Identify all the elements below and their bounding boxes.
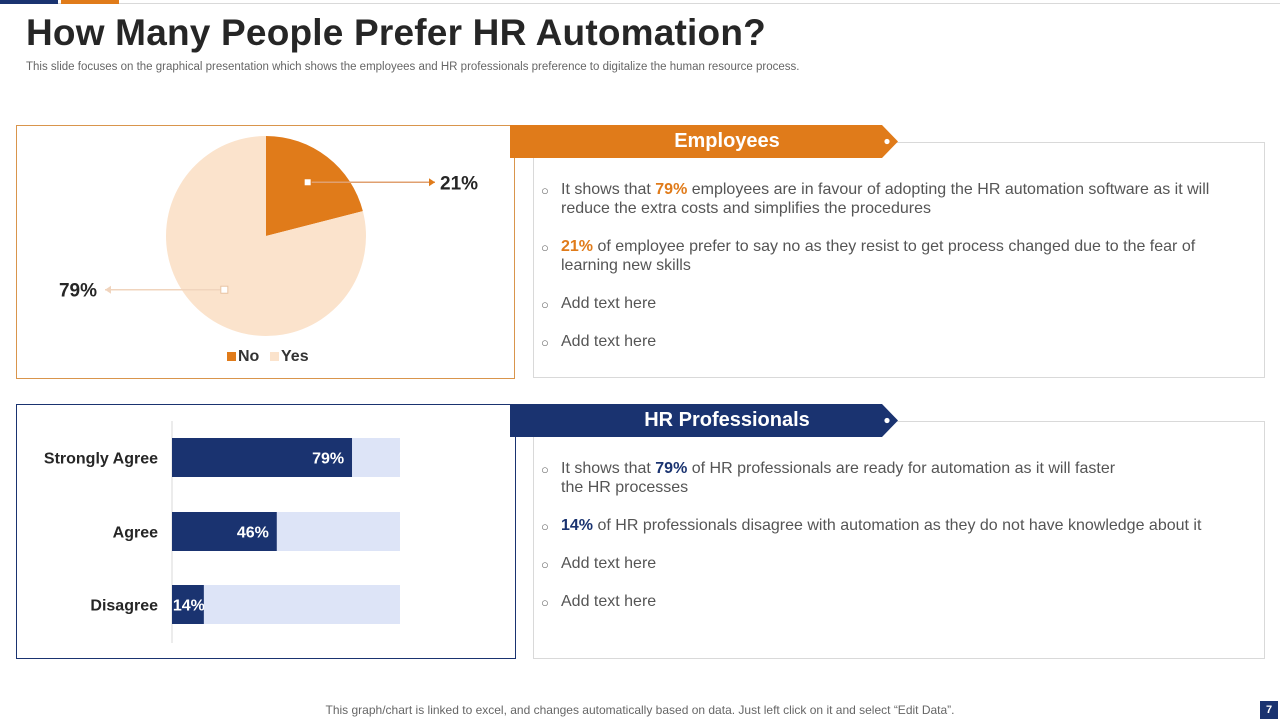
- bullet-text[interactable]: Add text here: [561, 593, 657, 610]
- bullet-text[interactable]: Add text here: [561, 333, 657, 350]
- bullet-highlight: 21%: [561, 238, 594, 255]
- bar-value[interactable]: [172, 585, 204, 624]
- bar-value[interactable]: [172, 512, 277, 551]
- circle-bullet-icon: ○: [541, 519, 549, 534]
- page-number: 7: [1260, 701, 1278, 719]
- employees-bullet[interactable]: ○ Add text here: [541, 294, 1256, 313]
- top-divider-line: [0, 3, 1280, 4]
- bullet-highlight: 14%: [561, 517, 594, 534]
- bullet-text: It shows that: [561, 181, 656, 198]
- bullet-highlight: 79%: [655, 181, 688, 198]
- legend-label-no: No: [238, 348, 260, 365]
- hr-heading: HR Professionals: [644, 409, 810, 431]
- bar-remainder[interactable]: [352, 438, 400, 477]
- top-accent-navy: [0, 0, 58, 4]
- employees-ribbon: Employees: [510, 125, 898, 158]
- page-subtitle: This slide focuses on the graphical pres…: [26, 61, 800, 73]
- employees-bullet[interactable]: ○ Add text here: [541, 332, 1256, 351]
- page-title: How Many People Prefer HR Automation?: [26, 12, 766, 53]
- employees-heading: Employees: [674, 130, 780, 152]
- employees-bullet: ○ 21% of employee prefer to say no as the…: [541, 237, 1256, 275]
- hr-bar-chart[interactable]: 79% Strongly Agree 46% Agree 14% Disagree: [17, 405, 515, 658]
- pie-slice-yes[interactable]: [165, 136, 366, 336]
- pie-leader-marker: [303, 178, 312, 187]
- circle-bullet-icon: ○: [541, 462, 549, 477]
- hr-ribbon: HR Professionals: [510, 404, 898, 437]
- employees-chart-panel[interactable]: 21% 79% No Yes: [16, 125, 515, 379]
- bullet-text[interactable]: Add text here: [561, 555, 657, 572]
- bar-data-label: 79%: [312, 451, 344, 468]
- bullet-text[interactable]: Add text here: [561, 295, 657, 312]
- hr-bullet: ○ It shows that 79% of HR professionals a…: [541, 459, 1256, 497]
- pie-data-label: 79%: [59, 281, 97, 302]
- employees-pie-chart[interactable]: 21% 79% No Yes: [17, 126, 514, 378]
- bar-category-label: Disagree: [90, 598, 158, 615]
- legend-swatch-no: [227, 352, 236, 361]
- legend-label-yes: Yes: [281, 348, 309, 365]
- top-accent-orange: [61, 0, 119, 4]
- hr-bullet[interactable]: ○ Add text here: [541, 592, 1256, 611]
- hr-bullet: ○ 14% of HR professionals disagree with a…: [541, 516, 1256, 535]
- employees-ribbon-shape: [510, 125, 898, 158]
- bar-category-label: Agree: [113, 525, 158, 542]
- pie-leader-marker: [220, 285, 229, 294]
- bullet-highlight: 79%: [655, 460, 688, 477]
- pie-leader-arrow-icon: [105, 285, 111, 294]
- circle-bullet-icon: ○: [541, 297, 549, 312]
- hr-text-box: [533, 421, 1265, 659]
- pie-slice-no[interactable]: [266, 136, 363, 236]
- pie-data-label: 21%: [440, 173, 478, 194]
- circle-bullet-icon: ○: [541, 335, 549, 350]
- circle-bullet-icon: ○: [541, 240, 549, 255]
- bullet-text: of HR professionals disagree with automa…: [593, 517, 1202, 534]
- circle-bullet-icon: ○: [541, 595, 549, 610]
- bullet-text: of HR professionals are ready for automa…: [561, 460, 1116, 496]
- pie-leader-arrow-icon: [429, 178, 435, 187]
- hr-bullet[interactable]: ○ Add text here: [541, 554, 1256, 573]
- bullet-text: It shows that: [561, 460, 656, 477]
- bar-remainder[interactable]: [203, 585, 400, 624]
- bar-category-label: Strongly Agree: [44, 451, 158, 468]
- hr-bullet-list: ○ It shows that 79% of HR professionals a…: [541, 459, 1256, 630]
- footer-note: This graph/chart is linked to excel, and…: [325, 703, 955, 717]
- hr-ribbon-shape: [510, 404, 898, 437]
- bar-data-label: 14%: [173, 598, 205, 615]
- employees-bullet: ○ It shows that 79% employees are in favo…: [541, 180, 1256, 218]
- legend-swatch-yes: [270, 352, 279, 361]
- circle-bullet-icon: ○: [541, 557, 549, 572]
- hr-chart-panel[interactable]: 79% Strongly Agree 46% Agree 14% Disagree: [16, 404, 516, 659]
- top-accent-bar: [0, 0, 1280, 4]
- employees-bullet-list: ○ It shows that 79% employees are in favo…: [541, 180, 1256, 370]
- circle-bullet-icon: ○: [541, 183, 549, 198]
- bar-value[interactable]: [172, 438, 353, 477]
- bar-data-label: 46%: [237, 525, 269, 542]
- employees-text-box: [533, 142, 1265, 378]
- bar-remainder[interactable]: [276, 512, 400, 551]
- bullet-text: of employee prefer to say no as they res…: [561, 238, 1196, 274]
- bullet-text: employees are in favour of adopting the …: [561, 181, 1210, 217]
